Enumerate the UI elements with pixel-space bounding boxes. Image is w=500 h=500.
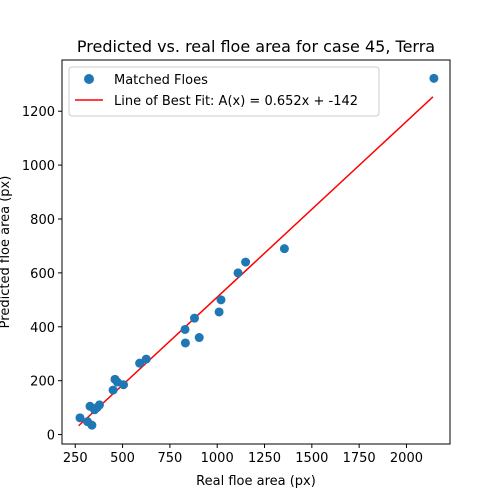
data-point — [94, 400, 104, 410]
data-point — [108, 385, 118, 395]
legend: Matched Floes Line of Best Fit: A(x) = 0… — [68, 66, 380, 117]
legend-label-matched-floes: Matched Floes — [114, 73, 208, 88]
legend-marker-matched-floes — [84, 74, 94, 84]
data-point — [429, 73, 439, 83]
data-point — [180, 324, 190, 334]
x-tick-label: 500 — [110, 451, 135, 466]
y-tick-label: 200 — [30, 375, 55, 390]
x-tick-label: 250 — [63, 451, 88, 466]
x-axis-label: Real floe area (px) — [196, 474, 316, 489]
legend-label-best-fit: Line of Best Fit: A(x) = 0.652x + -142 — [114, 94, 358, 109]
best-fit-line-group — [78, 96, 434, 427]
x-tick-label: 2000 — [390, 451, 423, 466]
x-tick-label: 750 — [157, 451, 182, 466]
data-point — [194, 333, 204, 343]
y-tick-label: 1200 — [22, 105, 55, 120]
data-point — [233, 268, 243, 278]
x-tick-label: 1500 — [295, 451, 328, 466]
y-tick-label: 400 — [30, 321, 55, 336]
data-point — [214, 307, 224, 317]
chart-title: Predicted vs. real floe area for case 45… — [77, 37, 435, 56]
y-tick-label: 1000 — [22, 159, 55, 174]
y-tick-label: 0 — [47, 429, 55, 444]
data-point — [279, 244, 289, 254]
data-point — [241, 257, 251, 267]
y-tick-label: 600 — [30, 267, 55, 282]
y-tick-label: 800 — [30, 213, 55, 228]
best-fit-line — [78, 96, 434, 427]
data-point — [216, 295, 226, 305]
plot-frame — [61, 59, 451, 445]
x-tick-label: 1000 — [201, 451, 234, 466]
data-point — [87, 420, 97, 430]
data-point — [180, 338, 190, 348]
y-axis-label: Predicted floe area (px) — [0, 176, 13, 329]
data-point — [119, 380, 129, 390]
data-point — [135, 358, 145, 368]
x-axis: 250 500 750 1000 1250 1500 1750 2000 — [63, 444, 423, 466]
plot-area — [61, 59, 451, 445]
scatter-points — [75, 73, 439, 430]
x-tick-label: 1250 — [248, 451, 281, 466]
data-point — [75, 413, 85, 423]
legend-box — [68, 66, 380, 117]
x-tick-label: 1750 — [343, 451, 376, 466]
data-point — [141, 354, 151, 364]
data-point — [189, 313, 199, 323]
y-axis: 0 200 400 600 800 1000 1200 — [22, 105, 62, 444]
